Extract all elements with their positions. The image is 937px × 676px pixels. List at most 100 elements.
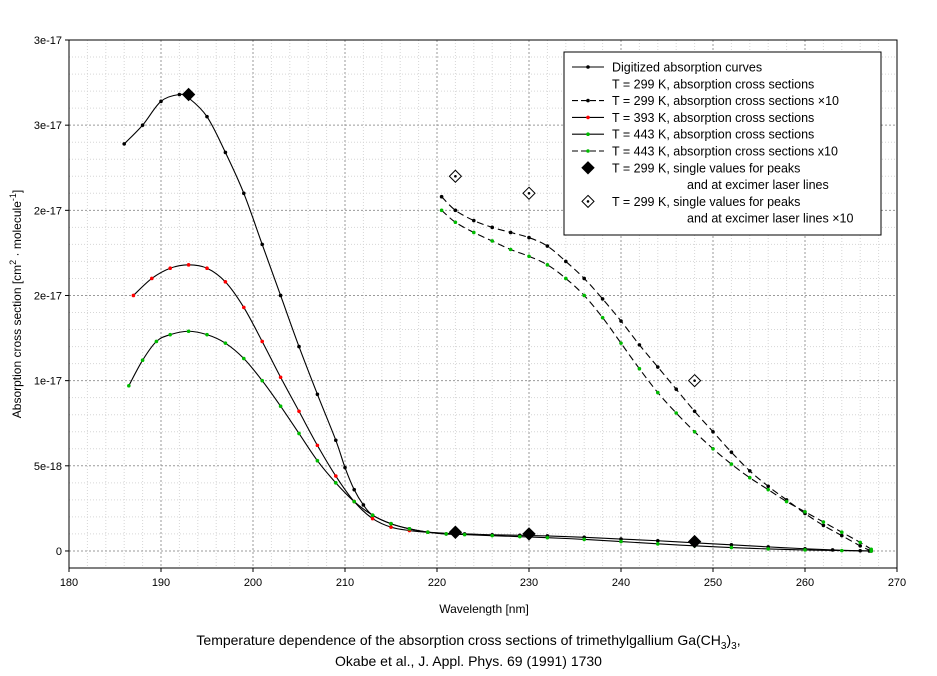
data-point <box>297 344 301 349</box>
peak-marker <box>448 525 463 539</box>
data-point <box>490 239 495 243</box>
data-point <box>490 533 495 538</box>
data-point <box>472 230 476 235</box>
data-point <box>205 332 209 337</box>
data-point <box>242 305 246 310</box>
legend-label: Digitized absorption curves <box>612 61 762 75</box>
data-point <box>582 537 586 542</box>
data-point <box>260 378 265 383</box>
data-point <box>564 259 568 264</box>
data-point <box>186 329 191 334</box>
data-point <box>869 547 874 552</box>
data-point <box>619 341 623 345</box>
peak-marker <box>522 527 536 541</box>
data-point <box>297 409 301 414</box>
data-point <box>858 544 862 548</box>
data-point <box>637 366 642 371</box>
data-point <box>582 293 586 298</box>
y-tick-label: 5e-18 <box>34 461 62 473</box>
data-point <box>389 521 393 526</box>
data-point <box>334 474 338 478</box>
legend-label: T = 299 K, single values for peaks <box>612 195 800 209</box>
data-point <box>784 499 789 504</box>
data-point <box>545 535 550 540</box>
x-tick-label: 230 <box>520 577 538 589</box>
data-point <box>656 542 660 546</box>
data-point <box>564 276 568 281</box>
data-point <box>748 475 752 480</box>
data-point <box>545 263 550 267</box>
data-point <box>858 540 862 545</box>
data-point <box>223 280 228 284</box>
data-point <box>729 545 734 550</box>
legend: Digitized absorption curves T = 299 K, ab… <box>563 51 882 236</box>
data-point <box>619 319 623 323</box>
data-point <box>490 225 495 230</box>
data-point <box>711 446 715 451</box>
data-point <box>205 114 209 119</box>
data-point <box>223 341 228 345</box>
y-tick-label: 2e-17 <box>34 290 62 302</box>
data-point <box>177 92 182 97</box>
data-point <box>297 431 301 436</box>
legend-marker <box>586 149 590 153</box>
series-group <box>122 92 874 553</box>
data-point <box>159 99 163 104</box>
data-point <box>545 244 550 248</box>
series-line <box>441 209 872 550</box>
legend-label: T = 393 K, absorption cross sections <box>612 111 814 125</box>
legend-item: T = 443 K, absorption cross sections <box>572 128 814 142</box>
data-point <box>278 293 283 298</box>
data-point <box>352 487 357 492</box>
data-point <box>527 254 531 259</box>
x-tick-label: 240 <box>612 577 630 589</box>
data-point <box>674 411 678 415</box>
data-point <box>444 532 449 536</box>
data-point <box>527 235 531 240</box>
data-point <box>260 339 265 344</box>
legend-item: T = 393 K, absorption cross sections <box>572 111 814 125</box>
data-point <box>343 465 347 470</box>
legend-marker <box>586 65 590 69</box>
legend-item: and at excimer laser lines ×10 <box>687 212 853 226</box>
data-point <box>242 356 246 361</box>
y-tick-label: 3e-17 <box>34 35 62 47</box>
data-point <box>619 537 623 541</box>
peak-marker-x10-dot <box>454 174 457 178</box>
legend-item: and at excimer laser lines <box>687 178 829 192</box>
data-point <box>315 392 320 397</box>
legend-label: and at excimer laser lines <box>687 178 829 192</box>
data-point <box>518 534 522 539</box>
data-point <box>361 503 366 507</box>
data-point <box>840 533 844 538</box>
data-point <box>127 383 131 388</box>
data-point <box>472 218 476 223</box>
legend-diamond <box>581 161 595 175</box>
data-point <box>315 458 320 463</box>
data-point <box>508 247 513 252</box>
data-point <box>122 142 126 146</box>
legend-item: Digitized absorption curves <box>572 61 762 75</box>
x-axis: 180 190 200 210 220 230 240 250 260 270 <box>60 568 906 589</box>
series-line <box>441 196 872 552</box>
x-tick-label: 200 <box>244 577 262 589</box>
data-point <box>692 409 697 414</box>
data-point <box>637 343 642 347</box>
data-point <box>656 538 660 543</box>
data-point <box>131 293 136 298</box>
data-point <box>389 525 393 529</box>
legend-item: T = 299 K, absorption cross sections ×10 <box>572 94 839 108</box>
data-point <box>334 481 338 485</box>
data-point <box>315 443 320 448</box>
data-point <box>370 513 375 517</box>
legend-box <box>563 51 882 236</box>
y-tick-label: 0 <box>56 546 62 558</box>
legend-label: and at excimer laser lines ×10 <box>687 212 853 226</box>
x-tick-label: 180 <box>60 577 78 589</box>
x-tick-label: 260 <box>796 577 814 589</box>
data-point <box>729 450 734 454</box>
legend-label: T = 299 K, absorption cross sections ×10 <box>612 94 839 108</box>
data-point <box>407 527 412 531</box>
data-point <box>154 339 159 344</box>
data-point <box>803 509 807 514</box>
